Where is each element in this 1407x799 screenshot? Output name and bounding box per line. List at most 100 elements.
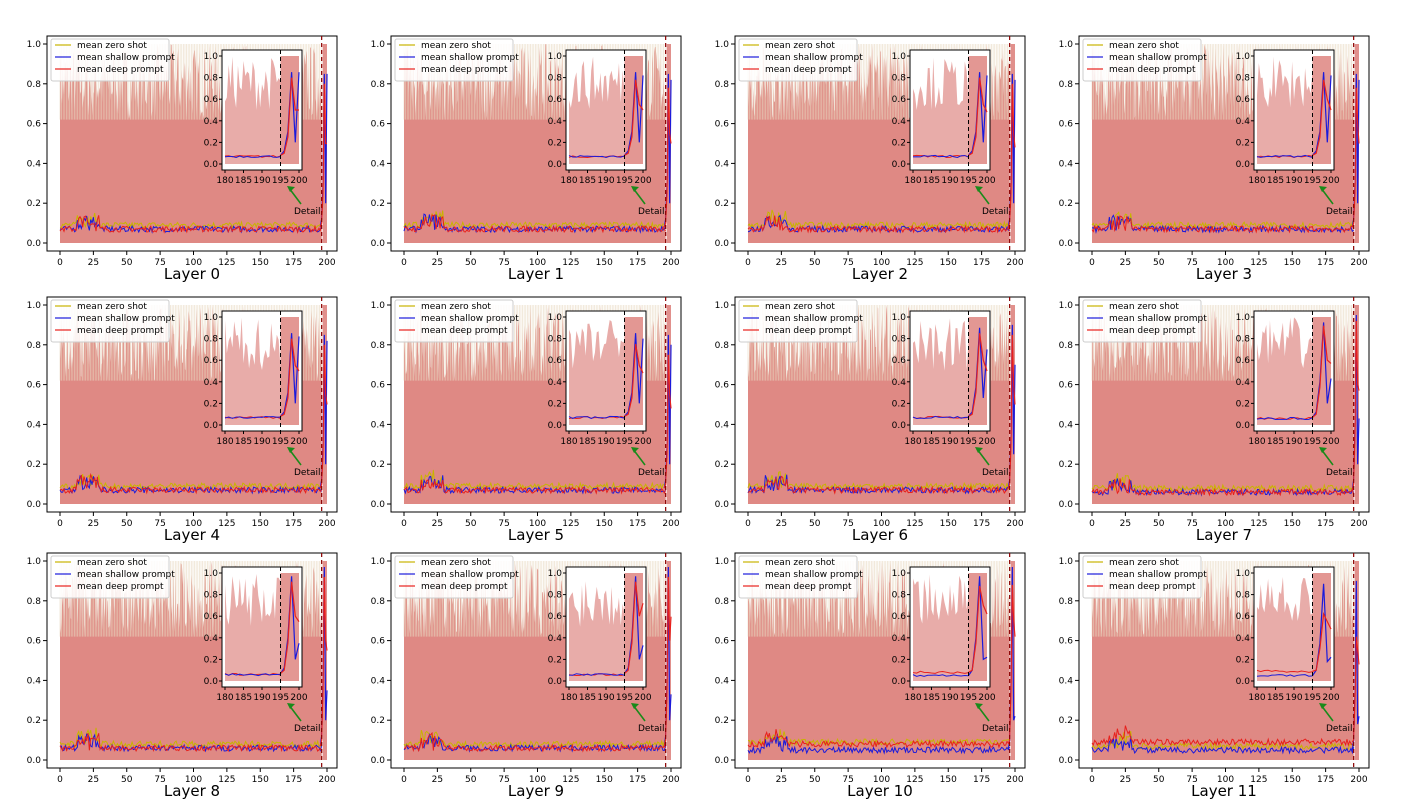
- legend-box: [1082, 299, 1202, 343]
- inset-line-shallow: [224, 673, 281, 677]
- tail-line-deep: [663, 354, 672, 489]
- inset: 180 185 190 195 200 0.0 0.2 0.4 0.6 0.8 1.0: [548, 49, 652, 186]
- inset-x-tick-label: 195: [1304, 176, 1321, 186]
- x-tick-label: 100: [1217, 519, 1234, 529]
- detail-arrow-head: [631, 186, 639, 192]
- legend-box: [394, 299, 514, 343]
- inset-y-tick-label: 0.8: [892, 335, 907, 345]
- inset-y-tick-label: 0.0: [1236, 160, 1251, 170]
- inset-y-tick-label: 0.8: [204, 591, 219, 601]
- x-tick-label: 150: [252, 775, 269, 785]
- inset-x-tick-label: 185: [1267, 176, 1284, 186]
- inset-y-tick-label: 0.6: [892, 95, 907, 105]
- x-tick-label: 125: [218, 775, 235, 785]
- x-tick-label: 25: [1120, 775, 1131, 785]
- y-tick-label: 0.4: [371, 676, 386, 686]
- y-tick-label: 1.0: [27, 301, 42, 311]
- x-tick-label: 50: [809, 258, 821, 268]
- x-tick-label: 75: [154, 519, 165, 529]
- inset-tail-band: [968, 573, 987, 681]
- y-tick-label: 0.8: [27, 341, 42, 351]
- x-tick-label: 200: [318, 519, 335, 529]
- legend-label: mean deep prompt: [1109, 582, 1196, 592]
- x-tick-label: 100: [185, 775, 202, 785]
- y-tick-label: 0.8: [371, 341, 386, 351]
- inset-line-shallow: [912, 415, 969, 419]
- y-tick-label: 0.8: [1059, 597, 1074, 607]
- mean-line-zero_shot: [59, 212, 322, 230]
- inset: 180 185 190 195 200 0.0 0.2 0.4 0.6 0.8 1.0: [892, 566, 996, 703]
- legend: mean zero shot mean shallow prompt mean de…: [738, 38, 863, 82]
- inset-x-tick-label: 190: [253, 693, 270, 703]
- y-tick-label: 1.0: [27, 40, 42, 50]
- x-tick-label: 175: [973, 775, 990, 785]
- x-tick-label: 150: [596, 775, 613, 785]
- x-tick-label: 175: [973, 258, 990, 268]
- inset-series-1: [968, 585, 988, 673]
- y-tick-label: 0.4: [715, 676, 730, 686]
- inset-x-tick-label: 185: [1267, 437, 1284, 447]
- tail-line-deep: [1007, 83, 1016, 228]
- detail-label: Detail: [638, 724, 665, 734]
- detail-label: Detail: [1326, 724, 1353, 734]
- inset: 180 185 190 195 200 0.0 0.2 0.4 0.6 0.8 1.0: [1236, 310, 1340, 447]
- x-tick-label: 50: [465, 775, 477, 785]
- x-tick-label: 0: [57, 775, 63, 785]
- inset-x-tick-label: 195: [616, 693, 633, 703]
- x-tick-label: 200: [1006, 258, 1023, 268]
- y-tick-label: 0.0: [371, 756, 386, 766]
- x-tick-label: 50: [809, 775, 821, 785]
- inset-y-tick-label: 0.8: [892, 591, 907, 601]
- legend-label: mean deep prompt: [77, 326, 164, 336]
- x-tick-label: 175: [1317, 775, 1334, 785]
- legend-label: mean zero shot: [77, 558, 147, 568]
- x-tick-label: 0: [401, 519, 407, 529]
- detail-label: Detail: [294, 468, 321, 478]
- mean-line-zero_shot: [747, 209, 1010, 230]
- inset-x-tick-label: 180: [216, 176, 233, 186]
- y-tick-label: 0.2: [715, 716, 729, 726]
- inset-x-tick-label: 195: [960, 693, 977, 703]
- detail-arrow-head: [631, 447, 639, 453]
- inset-x-tick-label: 200: [1322, 693, 1339, 703]
- inset: 180 185 190 195 200 0.0 0.2 0.4 0.6 0.8 1.0: [892, 310, 996, 447]
- legend-label: mean deep prompt: [765, 582, 852, 592]
- legend-label: mean shallow prompt: [765, 314, 863, 324]
- mean-line-deep: [1091, 215, 1355, 234]
- inset-y-tick-label: 0.4: [548, 117, 563, 127]
- inset-y-tick-label: 0.0: [892, 421, 907, 431]
- inset-y-tick-label: 0.8: [204, 74, 219, 84]
- inset-x-tick-label: 190: [1285, 176, 1302, 186]
- legend-label: mean zero shot: [421, 558, 491, 568]
- detail-arrow-head: [975, 447, 983, 453]
- inset-y-tick-label: 0.2: [548, 399, 562, 409]
- x-tick-label: 0: [745, 258, 751, 268]
- y-tick-label: 0.8: [715, 80, 730, 90]
- x-tick-label: 100: [1217, 258, 1234, 268]
- inset-y-tick-label: 0.4: [892, 117, 907, 127]
- inset-y-tick-label: 0.8: [1236, 591, 1251, 601]
- inset-series-1: [968, 77, 988, 156]
- x-tick-label: 175: [973, 519, 990, 529]
- subplot-layer-9: 0 25 50 75 100 125 150 175 200 0.0 0.2 0.4 0.6 0.8 1.0…: [371, 552, 682, 799]
- y-tick-label: 0.0: [715, 239, 730, 249]
- inset-x-tick-label: 190: [253, 176, 270, 186]
- legend: mean zero shot mean shallow prompt mean de…: [50, 555, 175, 599]
- tail-line-deep: [319, 83, 327, 228]
- inset-x-tick-label: 185: [923, 437, 940, 447]
- x-tick-label: 150: [940, 775, 957, 785]
- inset: 180 185 190 195 200 0.0 0.2 0.4 0.6 0.8 1.0: [892, 49, 996, 186]
- y-tick-label: 1.0: [715, 301, 730, 311]
- inset-y-tick-label: 0.8: [548, 591, 563, 601]
- inset-y-tick-label: 0.0: [892, 677, 907, 687]
- x-tick-label: 75: [842, 258, 853, 268]
- x-tick-label: 0: [57, 258, 63, 268]
- inset: 180 185 190 195 200 0.0 0.2 0.4 0.6 0.8 1.0: [1236, 49, 1340, 186]
- inset-series-1: [1312, 79, 1332, 156]
- inset-x-tick-label: 185: [923, 176, 940, 186]
- tail-line-shallow: [1351, 580, 1360, 751]
- inset-series-0: [1312, 583, 1332, 676]
- inset-series-1: [968, 333, 988, 417]
- mean-line-zero_shot: [403, 210, 667, 230]
- y-tick-label: 0.6: [1059, 381, 1074, 391]
